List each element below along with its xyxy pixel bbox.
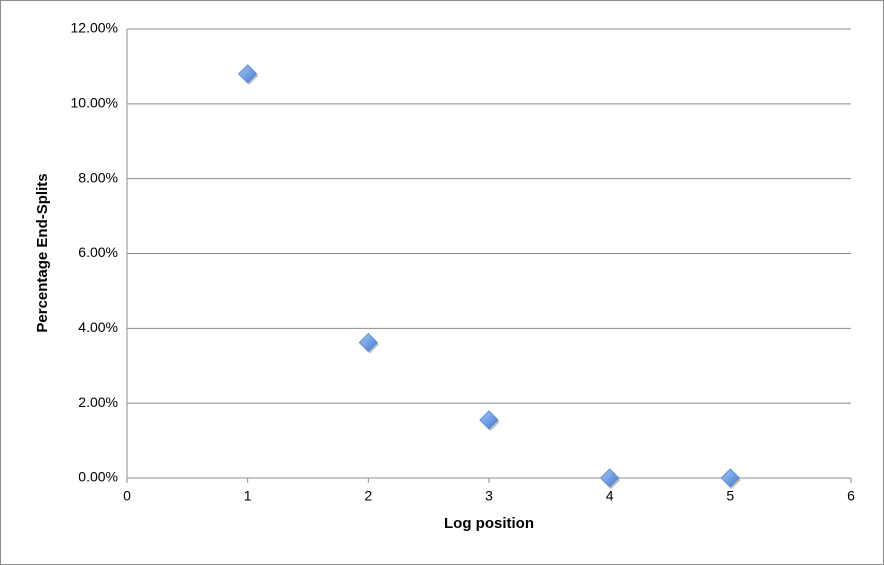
- marker: [479, 410, 499, 430]
- x-axis-label: Log position: [444, 515, 534, 532]
- x-tick-label: 5: [726, 488, 734, 504]
- y-axis-label: Percentage End-Splits: [34, 173, 51, 332]
- x-tick-label: 4: [606, 488, 614, 504]
- x-tick-label: 2: [364, 488, 372, 504]
- y-tick-label: 6.00%: [78, 244, 118, 260]
- y-tick-label: 0.00%: [78, 469, 118, 485]
- y-tick-label: 12.00%: [71, 20, 118, 36]
- y-tick-label: 8.00%: [78, 169, 118, 185]
- marker: [358, 332, 379, 353]
- x-tick-label: 0: [123, 488, 131, 504]
- y-tick-label: 10.00%: [71, 95, 118, 111]
- x-tick-label: 3: [485, 488, 493, 504]
- y-tick-label: 2.00%: [78, 394, 118, 410]
- x-tick-label: 6: [847, 488, 855, 504]
- y-tick-label: 4.00%: [78, 319, 118, 335]
- marker: [599, 468, 620, 488]
- marker: [720, 468, 741, 488]
- x-tick-label: 1: [244, 488, 252, 504]
- marker: [237, 64, 258, 84]
